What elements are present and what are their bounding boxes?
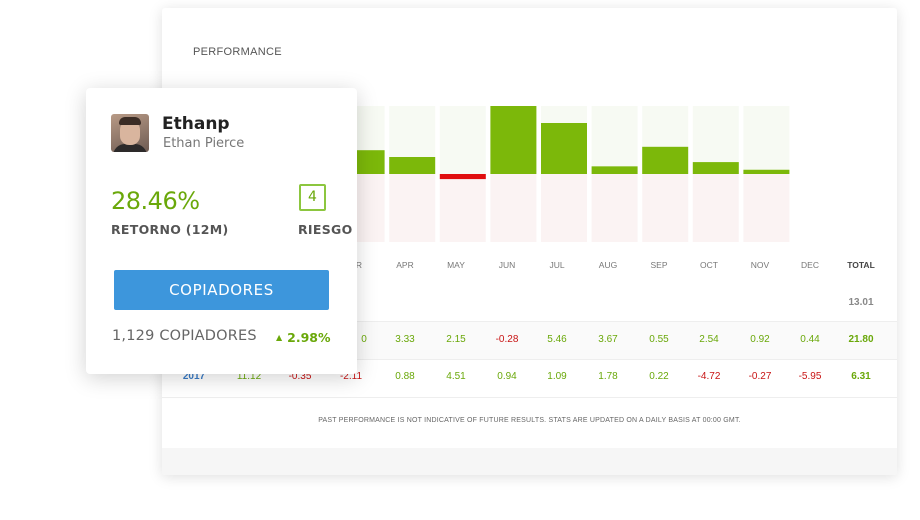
copiers-count: 1,129 COPIADORES bbox=[112, 328, 257, 344]
bar-background-negative bbox=[541, 174, 587, 242]
month-label-may: MAY bbox=[447, 260, 465, 270]
row-total: 13.01 bbox=[848, 297, 874, 308]
bar-jul[interactable] bbox=[490, 106, 537, 174]
risk-label: RIESGO bbox=[298, 222, 353, 237]
row-divider bbox=[162, 321, 897, 322]
copy-button[interactable]: COPIADORES bbox=[114, 270, 329, 310]
row-cell: 1.09 bbox=[547, 371, 567, 382]
month-label-apr: APR bbox=[396, 260, 414, 270]
bar-background-positive bbox=[743, 106, 790, 174]
month-label-total: TOTAL bbox=[847, 260, 875, 270]
row-cell: 5.46 bbox=[547, 334, 567, 345]
row-total: 6.31 bbox=[851, 371, 871, 382]
row-cell: 3.67 bbox=[598, 334, 618, 345]
month-label-nov: NOV bbox=[750, 260, 770, 270]
bar-oct[interactable] bbox=[642, 146, 689, 174]
row-cell: 0.44 bbox=[800, 334, 820, 345]
month-label-aug: AUG bbox=[598, 260, 618, 270]
row-cell: 4.51 bbox=[446, 371, 466, 382]
row-cell: 0.88 bbox=[395, 371, 415, 382]
row-cell: 0.55 bbox=[649, 334, 669, 345]
row-cell: 0.92 bbox=[750, 334, 770, 345]
row-cell: -4.72 bbox=[697, 371, 721, 382]
risk-score-badge: 4 bbox=[299, 184, 326, 211]
month-label-mar-fragment: R bbox=[355, 260, 363, 270]
bar-background-positive bbox=[439, 106, 486, 174]
row-cell: 2.54 bbox=[699, 334, 719, 345]
performance-title: PERFORMANCE bbox=[193, 46, 282, 58]
bar-dec[interactable] bbox=[743, 169, 790, 174]
month-label-sep: SEP bbox=[650, 260, 668, 270]
row-cell: 3.33 bbox=[395, 334, 415, 345]
bar-background-negative bbox=[389, 174, 436, 242]
row-cell: -5.95 bbox=[798, 371, 822, 382]
copiers-change-value: 2.98% bbox=[287, 330, 331, 345]
trader-full-name: Ethan Pierce bbox=[163, 136, 245, 151]
bar-aug[interactable] bbox=[541, 123, 587, 174]
row-cell: -0.35 bbox=[288, 371, 312, 382]
bar-background-negative bbox=[642, 174, 689, 242]
table-row: 13.01 bbox=[162, 285, 897, 323]
table-row: 2017 11.12 -0.35 -2.11 0.88 4.51 0.94 1.… bbox=[162, 359, 897, 397]
trader-username[interactable]: Ethanp bbox=[162, 114, 230, 134]
row-cell: -2.11 bbox=[339, 371, 363, 382]
row-cell: -0.28 bbox=[495, 334, 519, 345]
avatar[interactable] bbox=[111, 114, 149, 152]
disclaimer-text: PAST PERFORMANCE IS NOT INDICATIVE OF FU… bbox=[318, 417, 741, 424]
copiers-change: ▲ 2.98% bbox=[276, 330, 331, 345]
return-label: RETORNO (12M) bbox=[111, 222, 229, 237]
bar-nov[interactable] bbox=[692, 162, 739, 174]
row-cell: -0.27 bbox=[748, 371, 772, 382]
row-divider bbox=[162, 397, 897, 398]
row-year[interactable]: 2017 bbox=[182, 371, 206, 382]
row-cell: 0.94 bbox=[497, 371, 517, 382]
month-label-oct: OCT bbox=[700, 260, 718, 270]
row-cell: 11.12 bbox=[236, 371, 262, 382]
bar-may[interactable] bbox=[389, 157, 436, 174]
bar-jun[interactable] bbox=[439, 174, 486, 180]
row-total: 21.80 bbox=[848, 334, 874, 345]
bar-background-negative bbox=[692, 174, 739, 242]
row-cell: 1.78 bbox=[598, 371, 618, 382]
row-cell: 2.15 bbox=[446, 334, 466, 345]
bar-background-positive bbox=[591, 106, 638, 174]
row-cell: 0.22 bbox=[649, 371, 669, 382]
panel-footer bbox=[162, 448, 897, 475]
row-cell: 0 bbox=[361, 334, 367, 345]
month-label-dec: DEC bbox=[801, 260, 819, 270]
bar-background-negative bbox=[591, 174, 638, 242]
triangle-up-icon: ▲ bbox=[276, 333, 283, 342]
return-value: 28.46% bbox=[111, 187, 200, 215]
bar-sep[interactable] bbox=[591, 166, 638, 174]
month-label-jun: JUN bbox=[498, 260, 516, 270]
bar-background-negative bbox=[439, 174, 486, 242]
bar-background-negative bbox=[490, 174, 537, 242]
trader-card: Ethanp Ethan Pierce 28.46% RETORNO (12M)… bbox=[86, 88, 357, 374]
month-label-jul: JUL bbox=[549, 260, 565, 270]
bar-background-negative bbox=[743, 174, 790, 242]
row-divider bbox=[162, 359, 897, 360]
